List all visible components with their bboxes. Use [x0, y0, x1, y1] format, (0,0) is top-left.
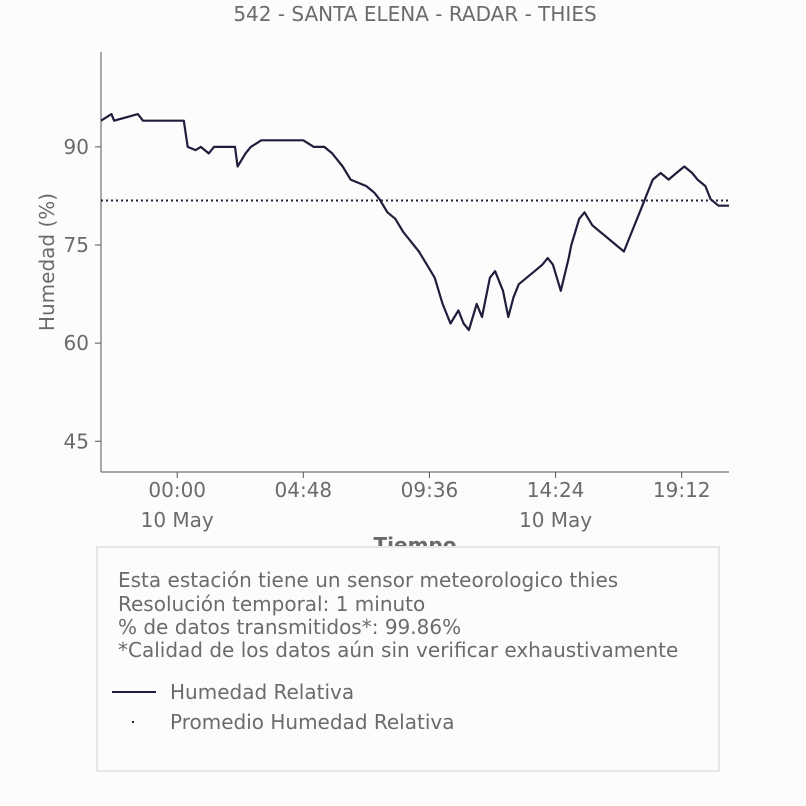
legend-dot-swatch: [132, 721, 134, 723]
x-tick-label: 14:24: [527, 478, 585, 502]
y-tick-label: 75: [64, 233, 89, 257]
axes: [100, 52, 729, 473]
legend-label-promedio: Promedio Humedad Relativa: [170, 710, 455, 734]
info-sensor-text: Esta estación tiene un sensor meteorolog…: [118, 568, 619, 592]
x-tick-label: 00:00: [148, 478, 206, 502]
info-box: Esta estación tiene un sensor meteorolog…: [96, 546, 720, 772]
x-tick-label: 04:48: [275, 478, 333, 502]
chart-title: 542 - SANTA ELENA - RADAR - THIES: [233, 2, 597, 26]
y-tick-label: 45: [64, 429, 89, 453]
y-tick-label: 60: [64, 331, 89, 355]
x-date-label: 10 May: [519, 508, 592, 532]
info-quality-note: *Calidad de los datos aún sin verificar …: [118, 638, 679, 662]
series-layer: [100, 112, 729, 332]
legend-label-humedad: Humedad Relativa: [170, 680, 355, 704]
y-tick-label: 90: [64, 135, 89, 159]
series-line-humedad: [100, 112, 729, 332]
info-resolution-text: Resolución temporal: 1 minuto: [118, 592, 426, 616]
tick-layer: 00:00 10 May 04:48 09:36 14:24 10 May 19:12 45 6…: [64, 135, 711, 532]
info-transmitted-text: % de datos transmitidos*: 99.86%: [118, 615, 462, 639]
x-tick-label: 19:12: [653, 478, 711, 502]
x-date-label: 10 May: [141, 508, 214, 532]
legend-line-swatch: [112, 691, 156, 693]
y-axis-label: Humedad (%): [35, 193, 59, 331]
x-tick-label: 09:36: [401, 478, 459, 502]
